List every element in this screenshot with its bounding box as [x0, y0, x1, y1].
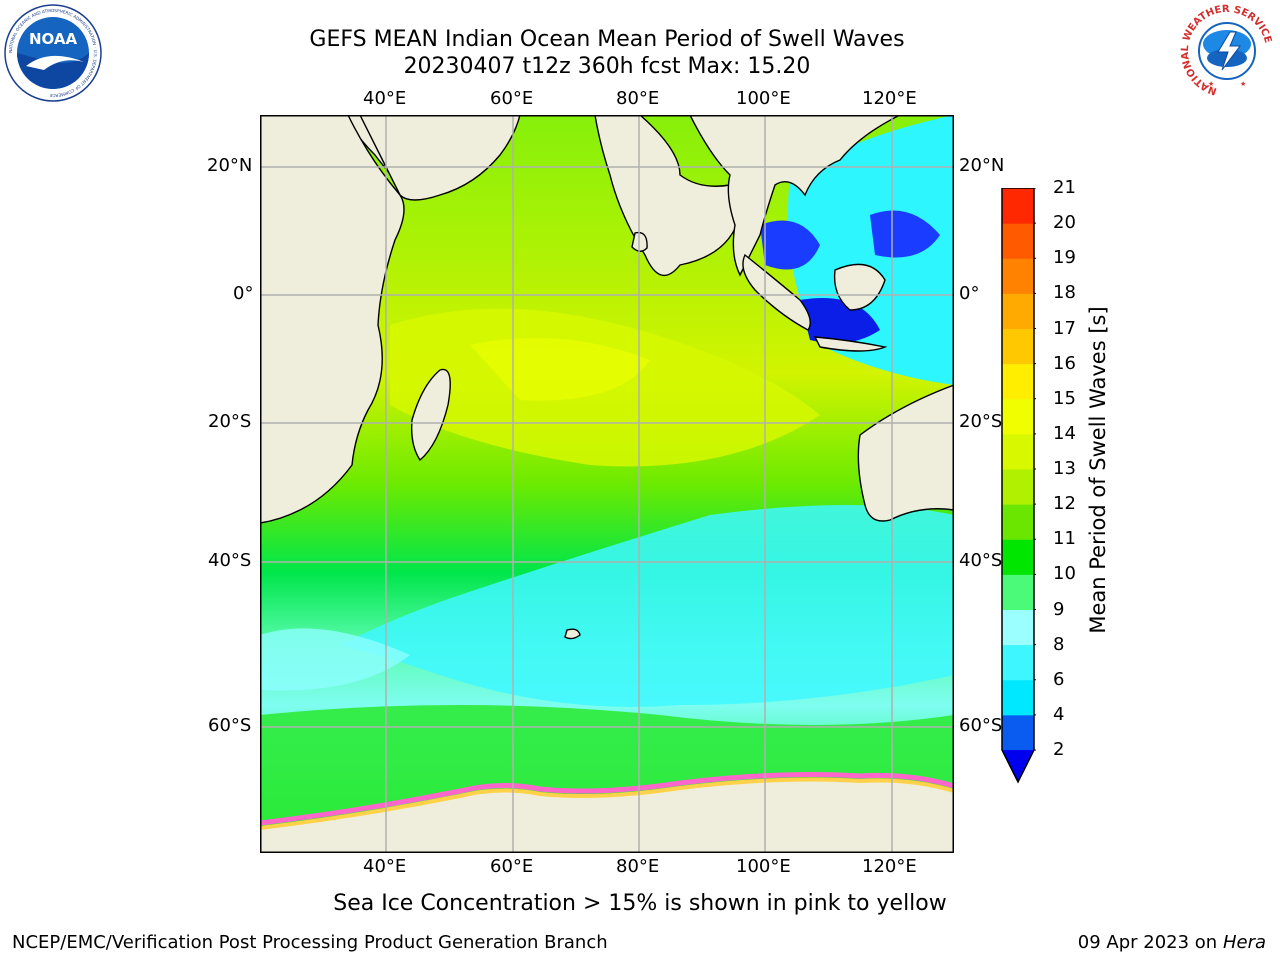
graticule	[260, 115, 954, 853]
period-14-15-region	[470, 337, 650, 401]
colorbar-segment	[1002, 714, 1034, 751]
lon-label-top: 120°E	[862, 88, 917, 109]
borneo	[833, 263, 886, 311]
java	[813, 336, 888, 352]
colorbar-segment	[1002, 363, 1034, 400]
colorbar-tick-label: 4	[1053, 703, 1065, 725]
lat-label-right: 20°S	[959, 411, 1003, 432]
colorbar-tick-label: 19	[1053, 247, 1076, 269]
map-subtitle: 20230407 t12z 360h fcst Max: 15.20	[403, 54, 811, 79]
colorbar-segment	[1002, 398, 1034, 435]
lon-label-bottom: 120°E	[862, 856, 917, 877]
colorbar-segment	[1002, 574, 1034, 610]
period-8-9-region	[260, 628, 410, 691]
noaa-logo: NOAA NATIONAL OCEANIC AND ATMOSPHERIC AD…	[4, 4, 102, 102]
footer-host: Hera	[1222, 932, 1266, 953]
sea-ice-note: Sea Ice Concentration > 15% is shown in …	[333, 891, 947, 916]
colorbar-segment	[1002, 433, 1034, 470]
colorbar-segment	[1002, 469, 1034, 505]
lat-label-right: 40°S	[959, 550, 1003, 571]
colorbar-tick-label: 18	[1053, 282, 1076, 304]
colorbar-segment	[1002, 504, 1034, 540]
map-panel	[260, 115, 954, 853]
colorbar-segment	[1002, 679, 1034, 716]
lat-label-right: 60°S	[959, 715, 1003, 736]
colorbar-tick-label: 13	[1053, 458, 1076, 479]
nws-logo: NATIONAL WEATHER SERVICE ★ ★	[1178, 2, 1276, 100]
swell-period-map	[260, 115, 954, 853]
svg-text:★: ★	[1240, 80, 1246, 88]
kerguelen-island	[564, 628, 581, 640]
sea-ice-edge-yellow	[260, 777, 954, 830]
india	[594, 115, 742, 277]
lon-label-top: 40°E	[363, 88, 407, 109]
colorbar-segment	[1002, 188, 1034, 224]
lat-label-right: 0°	[959, 283, 980, 304]
sea-ice-edge-pink	[260, 772, 954, 826]
map-frame	[260, 115, 954, 853]
colorbar-segment	[1002, 223, 1034, 259]
period-2-4-philippine-seas	[870, 210, 940, 258]
colorbar-svg	[1001, 187, 1036, 784]
colorbar-tick-label: 8	[1053, 633, 1065, 655]
lon-label-top: 80°E	[616, 88, 660, 109]
colorbar-frame	[1001, 187, 1035, 784]
svg-text:★: ★	[1208, 80, 1214, 88]
colorbar-title: Mean Period of Swell Waves [s]	[1086, 306, 1110, 634]
colorbar-tick-label: 17	[1053, 317, 1076, 339]
lon-label-bottom: 100°E	[736, 856, 791, 877]
colorbar-segment	[1002, 258, 1034, 294]
colorbar-under-triangle	[1002, 750, 1034, 782]
lat-label-right: 20°N	[959, 155, 1005, 176]
colorbar-segment	[1002, 609, 1034, 646]
colorbar-tick-label: 6	[1053, 668, 1065, 690]
map-title: GEFS MEAN Indian Ocean Mean Period of Sw…	[309, 27, 905, 52]
lat-label-left: 20°S	[208, 411, 252, 432]
footer-date: 09 Apr 2023 on Hera	[1078, 933, 1266, 953]
madagascar	[410, 368, 451, 462]
lat-label-left: 40°S	[208, 550, 252, 571]
footer-date-text: 09 Apr 2023 on	[1077, 932, 1223, 953]
colorbar-tick-label: 10	[1053, 563, 1076, 585]
colorbar-tick-label: 11	[1053, 528, 1076, 550]
lon-label-bottom: 80°E	[616, 856, 660, 877]
colorbar-tick-label: 15	[1053, 387, 1076, 409]
colorbar-tick-label: 9	[1053, 598, 1065, 620]
colorbar-segment	[1002, 644, 1034, 681]
colorbar-tick-label: 21	[1053, 177, 1076, 198]
lon-label-top: 60°E	[490, 88, 534, 109]
colorbar-ticks: 2 4 6 8 9 10 11 12 13 14 15 16 17 18 19 20 21	[1040, 178, 1080, 788]
lon-label-top: 100°E	[736, 88, 791, 109]
colorbar-tick-label: 20	[1053, 212, 1076, 234]
sumatra	[742, 253, 811, 331]
period-2-4-south-china-sea	[760, 220, 820, 270]
southeast-asia	[689, 115, 901, 277]
colorbar-tick-label: 12	[1053, 493, 1076, 515]
colorbar	[1000, 187, 1036, 784]
colorbar-segment	[1002, 328, 1034, 365]
colorbar-tick-label: 14	[1053, 422, 1076, 444]
svg-text:NOAA: NOAA	[29, 30, 78, 48]
lat-label-left: 60°S	[208, 715, 252, 736]
colorbar-segment	[1002, 539, 1034, 575]
lat-label-left: 20°N	[207, 155, 253, 176]
lat-label-left: 0°	[233, 283, 254, 304]
land-masses	[260, 115, 954, 853]
colorbar-segment	[1002, 293, 1034, 329]
footer-credit: NCEP/EMC/Verification Post Processing Pr…	[12, 932, 608, 953]
colorbar-tick-label: 16	[1053, 352, 1076, 374]
australia	[857, 384, 954, 522]
colorbar-tick-label: 2	[1053, 739, 1065, 760]
lon-label-bottom: 60°E	[490, 856, 534, 877]
lon-label-bottom: 40°E	[363, 856, 407, 877]
period-6-8-region	[340, 505, 954, 707]
